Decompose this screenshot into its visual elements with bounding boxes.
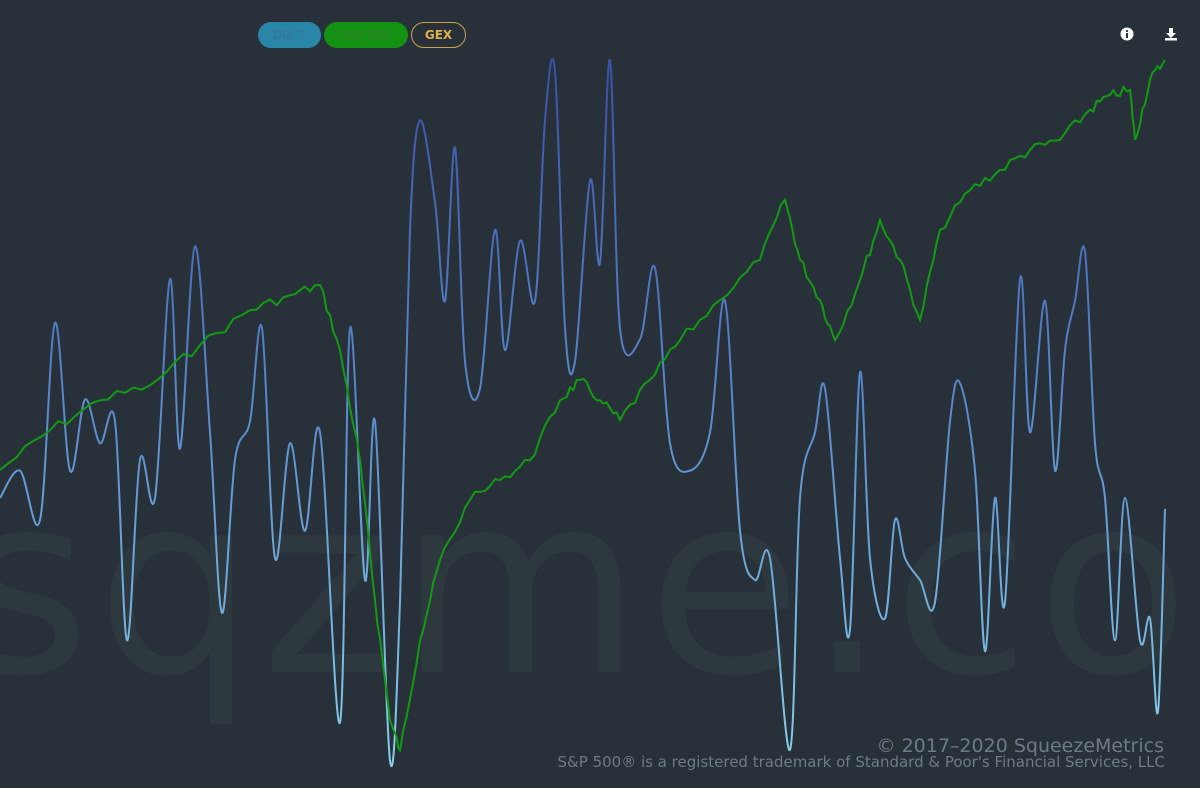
- legend-toggle-gex[interactable]: GEX: [411, 22, 466, 48]
- legend-toggle-spx[interactable]: S&P 500: [324, 22, 408, 48]
- legend: DIX™ S&P 500 GEX: [258, 22, 466, 48]
- copyright-text: © 2017–2020 SqueezeMetrics: [876, 735, 1164, 757]
- dix-series-line: [0, 57, 1166, 768]
- download-icon[interactable]: [1164, 26, 1180, 42]
- trademark-text: S&P 500® is a registered trademark of St…: [557, 753, 1165, 771]
- watermark: sqzme.co: [0, 440, 1196, 731]
- info-icon[interactable]: [1120, 26, 1136, 42]
- legend-toggle-dix[interactable]: DIX™: [258, 22, 321, 48]
- spx-series-line: [0, 59, 1166, 753]
